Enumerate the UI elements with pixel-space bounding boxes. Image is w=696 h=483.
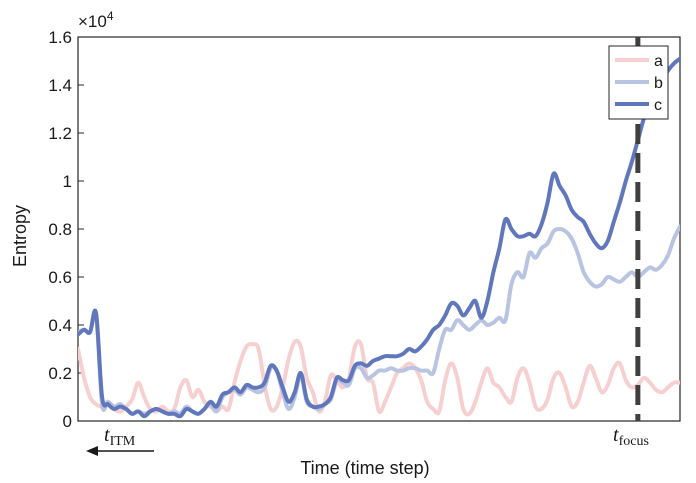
y-tick-label: 0.6 [48, 268, 72, 287]
series-line-a [78, 338, 680, 417]
x-axis-label: Time (time step) [300, 458, 429, 478]
series-line-b [78, 224, 680, 416]
series-layer [78, 56, 680, 419]
legend-label-c: c [654, 97, 662, 114]
y-axis-label: Entropy [10, 205, 30, 267]
t-itm-arrow [86, 446, 154, 456]
t-focus-label: tfocus [613, 424, 649, 449]
plot-area [77, 36, 681, 422]
y-tick-label: 0.2 [48, 364, 72, 383]
y-tick-label: 1.4 [48, 76, 72, 95]
y-tick-label: 0.4 [48, 316, 72, 335]
y-tick-label: 1 [63, 172, 72, 191]
y-tick-label: 1.6 [48, 28, 72, 47]
series-line-c [78, 56, 680, 419]
y-tick-label: 0 [63, 412, 72, 431]
legend-label-b: b [654, 75, 663, 92]
y-axis: 0 0.2 0.4 0.6 0.8 1 1.2 1.4 1.6 [48, 28, 84, 431]
legend: abc [608, 45, 669, 120]
t-itm-label: tITM [104, 424, 136, 449]
legend-label-a: a [654, 53, 663, 70]
y-exponent-label: ×104 [78, 9, 114, 31]
y-tick-label: 1.2 [48, 124, 72, 143]
y-tick-label: 0.8 [48, 220, 72, 239]
